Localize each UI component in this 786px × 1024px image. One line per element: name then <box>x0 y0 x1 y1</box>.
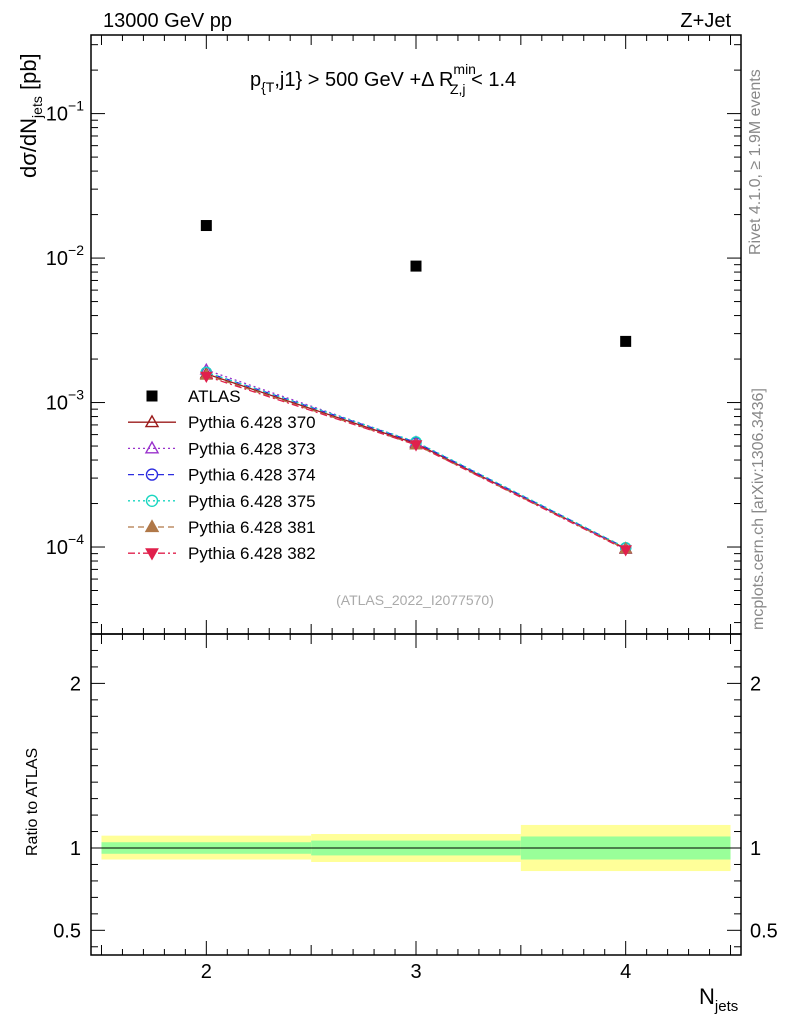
analysis-watermark: (ATLAS_2022_I2077570) <box>336 592 494 608</box>
ratio-panel: 0.5 0.5 1 1 2 2 2 3 4 Ratio to ATLAS Njets <box>24 633 778 1015</box>
legend-marker <box>144 414 160 428</box>
series-pythia-382 <box>199 371 633 557</box>
legend-entry: Pythia 6.428 374 <box>128 466 316 485</box>
legend-entry: Pythia 6.428 382 <box>128 544 316 563</box>
mcplots-reference-label: mcplots.cern.ch [arXiv:1306.3436] <box>750 388 767 630</box>
legend-marker <box>145 494 159 507</box>
legend-label: ATLAS <box>188 387 241 406</box>
beam-energy-label: 13000 GeV pp <box>103 10 232 32</box>
main-y-tick-label: 10−4 <box>46 531 84 559</box>
rivet-version-label: Rivet 4.1.0, ≥ 1.9M events <box>747 69 764 255</box>
legend-entry: ATLAS <box>146 387 241 406</box>
legend-label: Pythia 6.428 373 <box>188 439 316 458</box>
legend-marker <box>145 548 159 561</box>
data-point <box>409 440 423 452</box>
legend-entry: Pythia 6.428 381 <box>128 518 316 537</box>
x-axis-title: Njets <box>699 984 738 1015</box>
legend-label: Pythia 6.428 382 <box>188 544 316 563</box>
legend-entry: Pythia 6.428 375 <box>128 492 316 511</box>
ratio-y-tick-label-left: 0.5 <box>53 920 81 942</box>
ratio-y-tick-label-left: 1 <box>70 838 81 860</box>
ratio-y-axis-title: Ratio to ATLAS <box>24 748 41 856</box>
legend-marker <box>145 468 159 481</box>
legend-marker <box>144 519 160 533</box>
main-y-tick-label: 10−3 <box>46 387 84 415</box>
x-tick-labels: 2 3 4 <box>201 961 631 983</box>
legend: ATLAS Pythia 6.428 370 Pythia 6.428 373 Pyt… <box>128 387 316 563</box>
ratio-y-tick-label-left: 2 <box>70 673 81 695</box>
main-plot-title: p{T,j1} > 500 GeV +Δ Rmin Z,j < 1.4 <box>250 61 516 97</box>
legend-label: Pythia 6.428 381 <box>188 518 316 537</box>
ratio-y-tick-labels: 0.5 0.5 1 1 2 2 <box>53 673 778 942</box>
ratio-frame <box>90 633 742 956</box>
main-axis-ticks <box>91 35 741 634</box>
ratio-y-tick-label-right: 0.5 <box>750 920 778 942</box>
main-y-tick-label: 10−2 <box>46 242 84 270</box>
series-atlas <box>200 220 632 347</box>
x-tick-label: 4 <box>620 961 631 983</box>
legend-marker <box>144 440 160 454</box>
main-y-tick-label: 10−1 <box>46 98 84 126</box>
legend-marker <box>146 390 158 402</box>
data-point <box>620 335 632 347</box>
legend-entry: Pythia 6.428 373 <box>128 439 316 458</box>
data-point <box>410 260 422 272</box>
data-point <box>200 220 212 232</box>
main-series-group <box>199 220 633 557</box>
main-y-axis-title: dσ/dNjets [pb] <box>16 53 45 178</box>
ratio-axis-ticks <box>91 634 741 955</box>
x-tick-label: 3 <box>410 961 421 983</box>
x-tick-label: 2 <box>201 961 212 983</box>
legend-label: Pythia 6.428 375 <box>188 492 316 511</box>
main-panel: 10−4 10−3 10−2 10−1 dσ/dNjets [pb] (ATLAS_2… <box>16 34 742 635</box>
data-point <box>619 545 633 557</box>
ratio-y-tick-label-right: 1 <box>750 838 761 860</box>
ratio-y-tick-label-right: 2 <box>750 673 761 695</box>
legend-entry: Pythia 6.428 370 <box>128 413 316 432</box>
legend-label: Pythia 6.428 370 <box>188 413 316 432</box>
legend-label: Pythia 6.428 374 <box>188 466 316 485</box>
process-label: Z+Jet <box>680 10 731 32</box>
main-y-tick-labels: 10−4 10−3 10−2 10−1 <box>46 98 84 559</box>
data-point <box>199 371 213 384</box>
